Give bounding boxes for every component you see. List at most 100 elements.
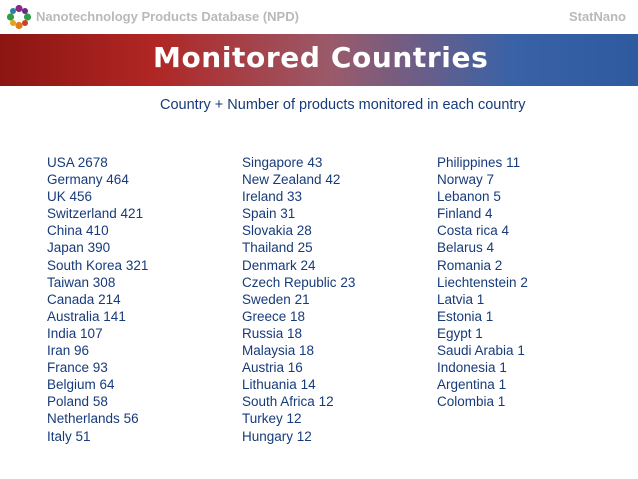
country-entry: Australia 141 bbox=[47, 308, 148, 325]
product-count: 421 bbox=[120, 206, 144, 222]
country-entry: Czech Republic 23 bbox=[242, 274, 355, 291]
product-count: 96 bbox=[74, 343, 90, 359]
product-count: 58 bbox=[92, 394, 108, 410]
product-count: 18 bbox=[299, 343, 315, 359]
country-name: Singapore bbox=[242, 155, 304, 170]
country-entry: Iran 96 bbox=[47, 342, 148, 359]
product-count: 12 bbox=[318, 394, 334, 410]
country-name: Switzerland bbox=[47, 206, 117, 222]
product-count: 2678 bbox=[77, 155, 108, 170]
country-entry: Norway 7 bbox=[437, 171, 528, 188]
country-name: Czech Republic bbox=[242, 274, 337, 290]
product-count: 21 bbox=[294, 291, 310, 307]
product-count: 456 bbox=[69, 189, 93, 205]
country-entry: Belarus 4 bbox=[437, 239, 528, 256]
product-count: 107 bbox=[80, 325, 103, 341]
country-entry: USA 2678 bbox=[47, 154, 148, 171]
product-count: 23 bbox=[340, 274, 356, 290]
country-name: Egypt bbox=[437, 325, 472, 341]
country-entry: India 107 bbox=[47, 325, 148, 342]
country-name: New Zealand bbox=[242, 172, 322, 188]
country-entry: Spain 31 bbox=[242, 205, 355, 222]
country-entry: Liechtenstein 2 bbox=[437, 274, 528, 291]
product-count: 1 bbox=[517, 343, 525, 359]
country-name: Lithuania bbox=[242, 377, 297, 393]
product-count: 214 bbox=[98, 291, 121, 307]
country-entry: Germany 464 bbox=[47, 171, 148, 188]
product-count: 31 bbox=[280, 206, 296, 222]
country-entry: Costa rica 4 bbox=[437, 222, 528, 239]
country-entry: Argentina 1 bbox=[437, 376, 528, 393]
country-name: South Korea bbox=[47, 257, 123, 273]
country-name: France bbox=[47, 360, 90, 376]
product-count: 1 bbox=[485, 308, 494, 324]
country-entry: Egypt 1 bbox=[437, 325, 528, 342]
country-name: Argentina bbox=[437, 377, 495, 393]
country-name: Hungary bbox=[242, 428, 294, 444]
product-count: 1 bbox=[498, 377, 507, 393]
country-entry: Saudi Arabia 1 bbox=[437, 342, 528, 359]
country-column-2: Singapore 43 New Zealand 42 Ireland 33 Spai… bbox=[242, 154, 355, 445]
country-entry: Ireland 33 bbox=[242, 188, 355, 205]
product-count: 18 bbox=[287, 325, 303, 341]
database-title: Nanotechnology Products Database (NPD) bbox=[36, 9, 299, 24]
country-name: Costa rica bbox=[437, 223, 498, 239]
country-entry: Netherlands 56 bbox=[47, 410, 148, 427]
product-count: 1 bbox=[475, 325, 483, 341]
country-name: Iran bbox=[47, 343, 71, 359]
country-name: Spain bbox=[242, 206, 277, 222]
product-count: 1 bbox=[497, 394, 506, 410]
product-count: 42 bbox=[325, 172, 341, 188]
country-entry: Austria 16 bbox=[242, 359, 355, 376]
title-banner bbox=[0, 34, 638, 86]
country-entry: Lithuania 14 bbox=[242, 376, 355, 393]
country-name: Turkey bbox=[242, 411, 283, 427]
product-count: 308 bbox=[92, 274, 116, 290]
country-entry: Denmark 24 bbox=[242, 257, 355, 274]
product-count: 12 bbox=[296, 428, 312, 444]
slide-title: Monitored Countries bbox=[153, 41, 489, 74]
product-count: 410 bbox=[86, 223, 109, 239]
country-name: Latvia bbox=[437, 291, 474, 307]
country-entry: Italy 51 bbox=[47, 428, 148, 445]
country-entry: Indonesia 1 bbox=[437, 359, 528, 376]
country-entry: Greece 18 bbox=[242, 308, 355, 325]
country-entry: Lebanon 5 bbox=[437, 188, 528, 205]
country-entry: Philippines 11 bbox=[437, 154, 528, 171]
product-count: 16 bbox=[287, 360, 303, 376]
product-count: 14 bbox=[300, 377, 316, 393]
product-count: 64 bbox=[99, 377, 115, 393]
product-count: 321 bbox=[125, 257, 149, 273]
product-count: 33 bbox=[287, 189, 303, 205]
country-name: Japan bbox=[47, 240, 84, 256]
country-entry: Singapore 43 bbox=[242, 154, 355, 171]
country-entry: Japan 390 bbox=[47, 239, 148, 256]
product-count: 5 bbox=[493, 189, 501, 205]
country-name: Estonia bbox=[437, 308, 483, 324]
product-count: 464 bbox=[106, 172, 129, 188]
country-entry: Romania 2 bbox=[437, 257, 528, 274]
country-entry: Slovakia 28 bbox=[242, 222, 355, 239]
country-entry: South Korea 321 bbox=[47, 257, 148, 274]
country-entry: Malaysia 18 bbox=[242, 342, 355, 359]
country-name: Indonesia bbox=[437, 360, 496, 376]
product-count: 43 bbox=[307, 155, 323, 170]
country-name: Saudi Arabia bbox=[437, 343, 514, 359]
product-count: 390 bbox=[87, 240, 111, 256]
product-count: 4 bbox=[486, 240, 495, 256]
country-name: China bbox=[47, 223, 83, 239]
country-name: Malaysia bbox=[242, 343, 296, 359]
country-entry: Poland 58 bbox=[47, 393, 148, 410]
country-name: UK bbox=[47, 189, 66, 205]
country-column-1: USA 2678 Germany 464 UK 456 Switzerland 421… bbox=[47, 154, 148, 445]
country-name: Italy bbox=[47, 428, 72, 444]
country-entry: Thailand 25 bbox=[242, 239, 355, 256]
country-name: Russia bbox=[242, 325, 284, 341]
product-count: 1 bbox=[499, 360, 507, 376]
country-name: Taiwan bbox=[47, 274, 90, 290]
country-entry: UK 456 bbox=[47, 188, 148, 205]
country-name: Poland bbox=[47, 394, 90, 410]
country-name: Belarus bbox=[437, 240, 483, 256]
product-count: 93 bbox=[92, 360, 108, 376]
product-count: 11 bbox=[506, 155, 521, 170]
